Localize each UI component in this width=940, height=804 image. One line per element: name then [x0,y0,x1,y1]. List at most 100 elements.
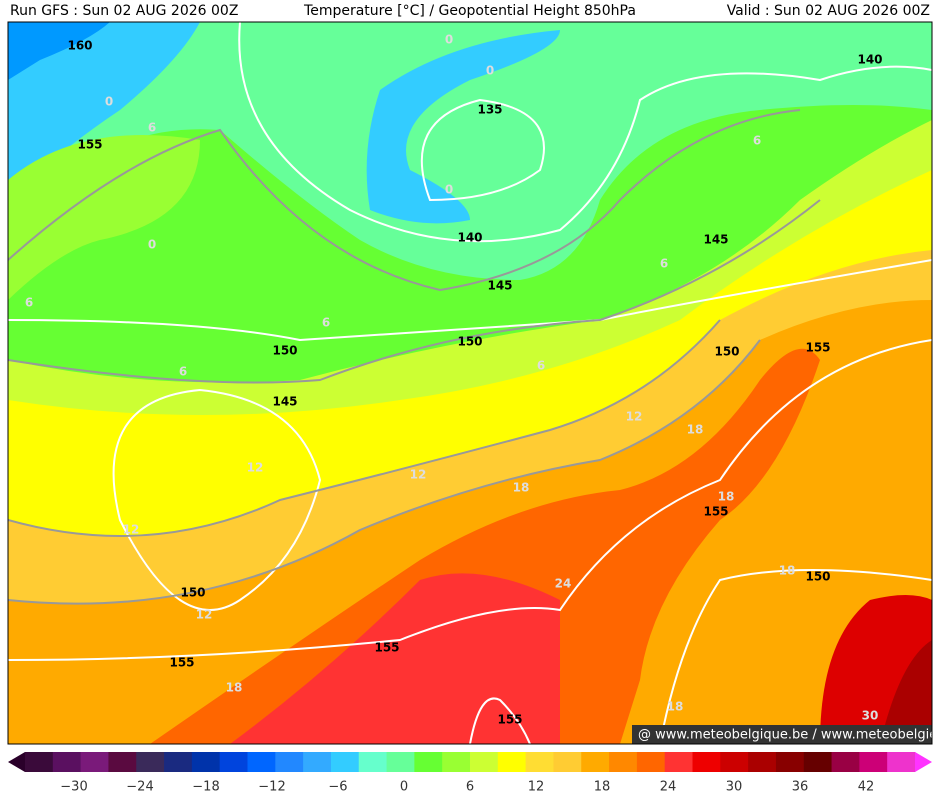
colorbar-label: 36 [792,780,809,795]
colorbar-swatch [247,752,276,772]
colorbar-swatch [219,752,248,772]
temperature-label: 18 [513,481,530,495]
colorbar-label: 30 [726,780,743,795]
height-label: 140 [457,231,482,245]
temperature-label: 12 [123,523,140,537]
colorbar-swatch [358,752,388,772]
colorbar-label: −12 [258,780,285,795]
colorbar-swatch [386,752,415,772]
colorbar: −30 −24 −18 −12 −6 0 6 12 18 24 30 36 42 [8,752,932,795]
colorbar-label: −18 [192,780,219,795]
temperature-label: 0 [148,238,156,252]
colorbar-swatch [497,752,527,772]
temperature-label: 12 [247,461,264,475]
credit: @ www.meteobelgique.be / www.meteobelgie… [638,728,940,743]
cold-core [8,22,110,80]
colorbar-swatch [803,752,833,772]
colorbar-swatch [581,752,610,772]
temperature-label: 18 [687,423,704,437]
colorbar-swatch [108,752,137,772]
temperature-label: 6 [537,359,545,373]
height-label: 135 [477,103,502,117]
height-label: 155 [703,505,728,519]
colorbar-swatch [80,752,109,772]
temperature-label: 18 [667,700,684,714]
height-label: 155 [169,656,194,670]
temperature-label: 6 [25,296,33,310]
height-contours [8,22,932,744]
colorbar-end [915,752,932,772]
temperature-label: 6 [753,134,761,148]
colorbar-swatch [609,752,638,772]
height-label: 155 [805,341,830,355]
height-label: 140 [857,53,882,67]
colorbar-swatch [887,752,916,772]
temperature-label: 12 [410,468,427,482]
colorbar-end [8,752,25,772]
colorbar-swatch [692,752,721,772]
height-label: 150 [180,586,205,600]
height-label: 150 [714,345,739,359]
colorbar-swatch [164,752,193,772]
height-label: 150 [272,344,297,358]
colorbar-swatch [191,752,221,772]
colorbar-label: 0 [400,780,408,795]
colorbar-label: 12 [528,780,545,795]
temperature-label: 0 [445,183,453,197]
header-right: Valid : Sun 02 AUG 2026 00Z [727,3,930,19]
colorbar-swatch [831,752,860,772]
colorbar-swatch [748,752,777,772]
temperature-label: 0 [445,33,453,47]
colorbar-swatch [136,752,165,772]
colorbar-label: −30 [60,780,87,795]
height-label: 145 [487,279,512,293]
colorbar-label: −6 [328,780,347,795]
temperature-label: 6 [148,121,156,135]
colorbar-swatch [470,752,499,772]
colorbar-swatch [330,752,360,772]
colorbar-label: 18 [594,780,611,795]
colorbar-swatch [859,752,888,772]
colorbar-swatch [720,752,749,772]
temperature-label: 0 [486,64,494,78]
height-label: 155 [77,138,102,152]
temperature-label: 6 [179,365,187,379]
credit-bg [632,725,932,744]
colorbar-swatch [553,752,582,772]
height-label: 155 [497,713,522,727]
temperature-label: 6 [660,257,668,271]
colorbar-swatch [25,752,54,772]
cold-area [366,30,560,224]
orange-area [8,300,932,744]
temperature-label: 12 [626,410,643,424]
temperature-label: 30 [862,709,879,723]
colorbar-swatch [525,752,554,772]
height-label: 145 [272,395,297,409]
height-label: 145 [703,233,728,247]
colorbar-swatch [636,752,666,772]
colorbar-label: −24 [126,780,153,795]
colorbar-swatch [775,752,805,772]
height-label: 160 [67,39,92,53]
colorbar-swatch [275,752,304,772]
dark-red-area [880,640,932,744]
colorbar-swatch [664,752,693,772]
height-label: 150 [805,570,830,584]
header-left: Run GFS : Sun 02 AUG 2026 00Z [10,3,238,19]
temperature-label: 12 [196,608,213,622]
temperature-label: 6 [322,316,330,330]
temperature-label: 0 [105,95,113,109]
green-area [8,135,200,300]
colorbar-swatch [52,752,82,772]
header-center: Temperature [°C] / Geopotential Height 8… [303,3,636,19]
dark-orange-area [150,348,820,744]
colorbar-label: 6 [466,780,474,795]
temperature-contours [8,109,821,605]
height-label: 155 [374,641,399,655]
map-frame [7,21,933,745]
height-label: 150 [457,335,482,349]
map: 160 155 135 140 145 150 150 145 150 155 145 140 155 1… [8,22,940,744]
temperature-label: 18 [226,681,243,695]
colorbar-label: 24 [660,780,677,795]
